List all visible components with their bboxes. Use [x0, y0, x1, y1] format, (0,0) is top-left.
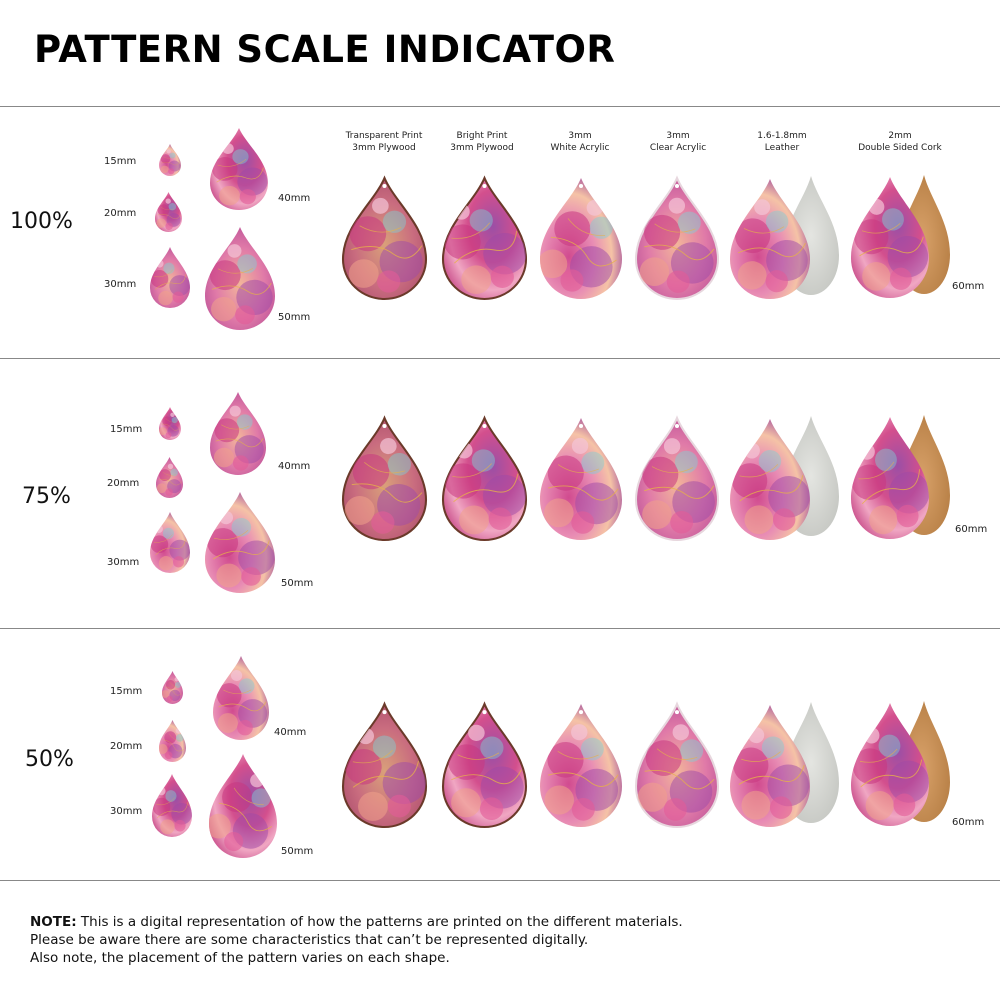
divider: [0, 106, 1000, 107]
scale-label-100: 100%: [10, 209, 73, 234]
material-label-clear-acrylic: 3mm Clear Acrylic: [649, 131, 707, 153]
plywood-transparent-drop: [341, 176, 428, 301]
small-drop-swatch: [156, 457, 183, 498]
disclaimer-note: NOTE: This is a digital representation o…: [30, 913, 970, 967]
scale-label-50: 50%: [25, 747, 74, 772]
leather-front-drop: [730, 179, 810, 299]
medium-drop-swatch: [210, 392, 266, 475]
note-line-1: This is a digital representation of how …: [80, 914, 683, 930]
size-label-30mm: 30mm: [110, 806, 143, 817]
cork-front-drop: [851, 417, 929, 539]
plywood-transparent-drop: [341, 702, 428, 829]
note-line-3: Also note, the placement of the pattern …: [30, 950, 450, 966]
size-label-40mm: 40mm: [274, 727, 307, 738]
plywood-bright-drop: [441, 176, 528, 301]
note-label: NOTE:: [30, 914, 77, 930]
medium-drop-swatch: [213, 656, 269, 740]
divider: [0, 628, 1000, 629]
white-acrylic-drop: [540, 418, 622, 540]
medium-drop-swatch: [209, 754, 277, 858]
cork-front-drop: [851, 703, 929, 826]
size-label-50mm: 50mm: [281, 846, 314, 857]
size-label-20mm: 20mm: [104, 208, 137, 219]
clear-acrylic-drop: [634, 176, 720, 301]
material-label-cork: 2mm Double Sided Cork: [858, 131, 942, 153]
size-label-15mm: 15mm: [110, 424, 143, 435]
size-label-50mm: 50mm: [278, 312, 311, 323]
medium-drop-swatch: [205, 227, 275, 330]
small-drop-swatch: [162, 671, 183, 704]
material-label-white-acrylic: 3mm White Acrylic: [550, 131, 610, 153]
size-label-15mm: 15mm: [110, 686, 143, 697]
plywood-bright-drop: [441, 702, 528, 829]
material-label-leather: 1.6-1.8mm Leather: [757, 131, 807, 153]
size-label-30mm: 30mm: [107, 557, 140, 568]
small-drop-swatch: [159, 144, 181, 176]
note-line-2: Please be aware there are some character…: [30, 932, 589, 948]
size-label-20mm: 20mm: [110, 741, 143, 752]
divider: [0, 880, 1000, 881]
page-title: PATTERN SCALE INDICATOR: [34, 28, 616, 71]
small-drop-swatch: [155, 192, 182, 232]
white-acrylic-drop: [540, 704, 622, 827]
size-label-20mm: 20mm: [107, 478, 140, 489]
size-label-40mm: 40mm: [278, 193, 311, 204]
leather-front-drop: [730, 705, 810, 827]
plywood-bright-drop: [441, 416, 528, 542]
small-drop-swatch: [159, 407, 181, 440]
cork-front-drop: [851, 177, 929, 298]
clear-acrylic-drop: [634, 702, 720, 829]
material-label-transparent-plywood: Transparent Print 3mm Plywood: [345, 131, 423, 153]
size-label-40mm: 40mm: [278, 461, 311, 472]
medium-drop-swatch: [205, 492, 275, 593]
small-drop-swatch: [152, 774, 192, 837]
medium-drop-swatch: [210, 128, 268, 210]
size-label-50mm: 50mm: [281, 578, 314, 589]
small-drop-swatch: [159, 720, 186, 762]
size-label-60mm: 60mm: [955, 524, 988, 535]
clear-acrylic-drop: [634, 416, 720, 542]
size-label-60mm: 60mm: [952, 281, 985, 292]
scale-label-75: 75%: [22, 484, 71, 509]
small-drop-swatch: [150, 247, 190, 308]
size-label-60mm: 60mm: [952, 817, 985, 828]
divider: [0, 358, 1000, 359]
white-acrylic-drop: [540, 178, 622, 299]
material-label-bright-plywood: Bright Print 3mm Plywood: [450, 131, 514, 153]
size-label-15mm: 15mm: [104, 156, 137, 167]
size-label-30mm: 30mm: [104, 279, 137, 290]
small-drop-swatch: [150, 512, 190, 573]
plywood-transparent-drop: [341, 416, 428, 542]
leather-front-drop: [730, 419, 810, 540]
